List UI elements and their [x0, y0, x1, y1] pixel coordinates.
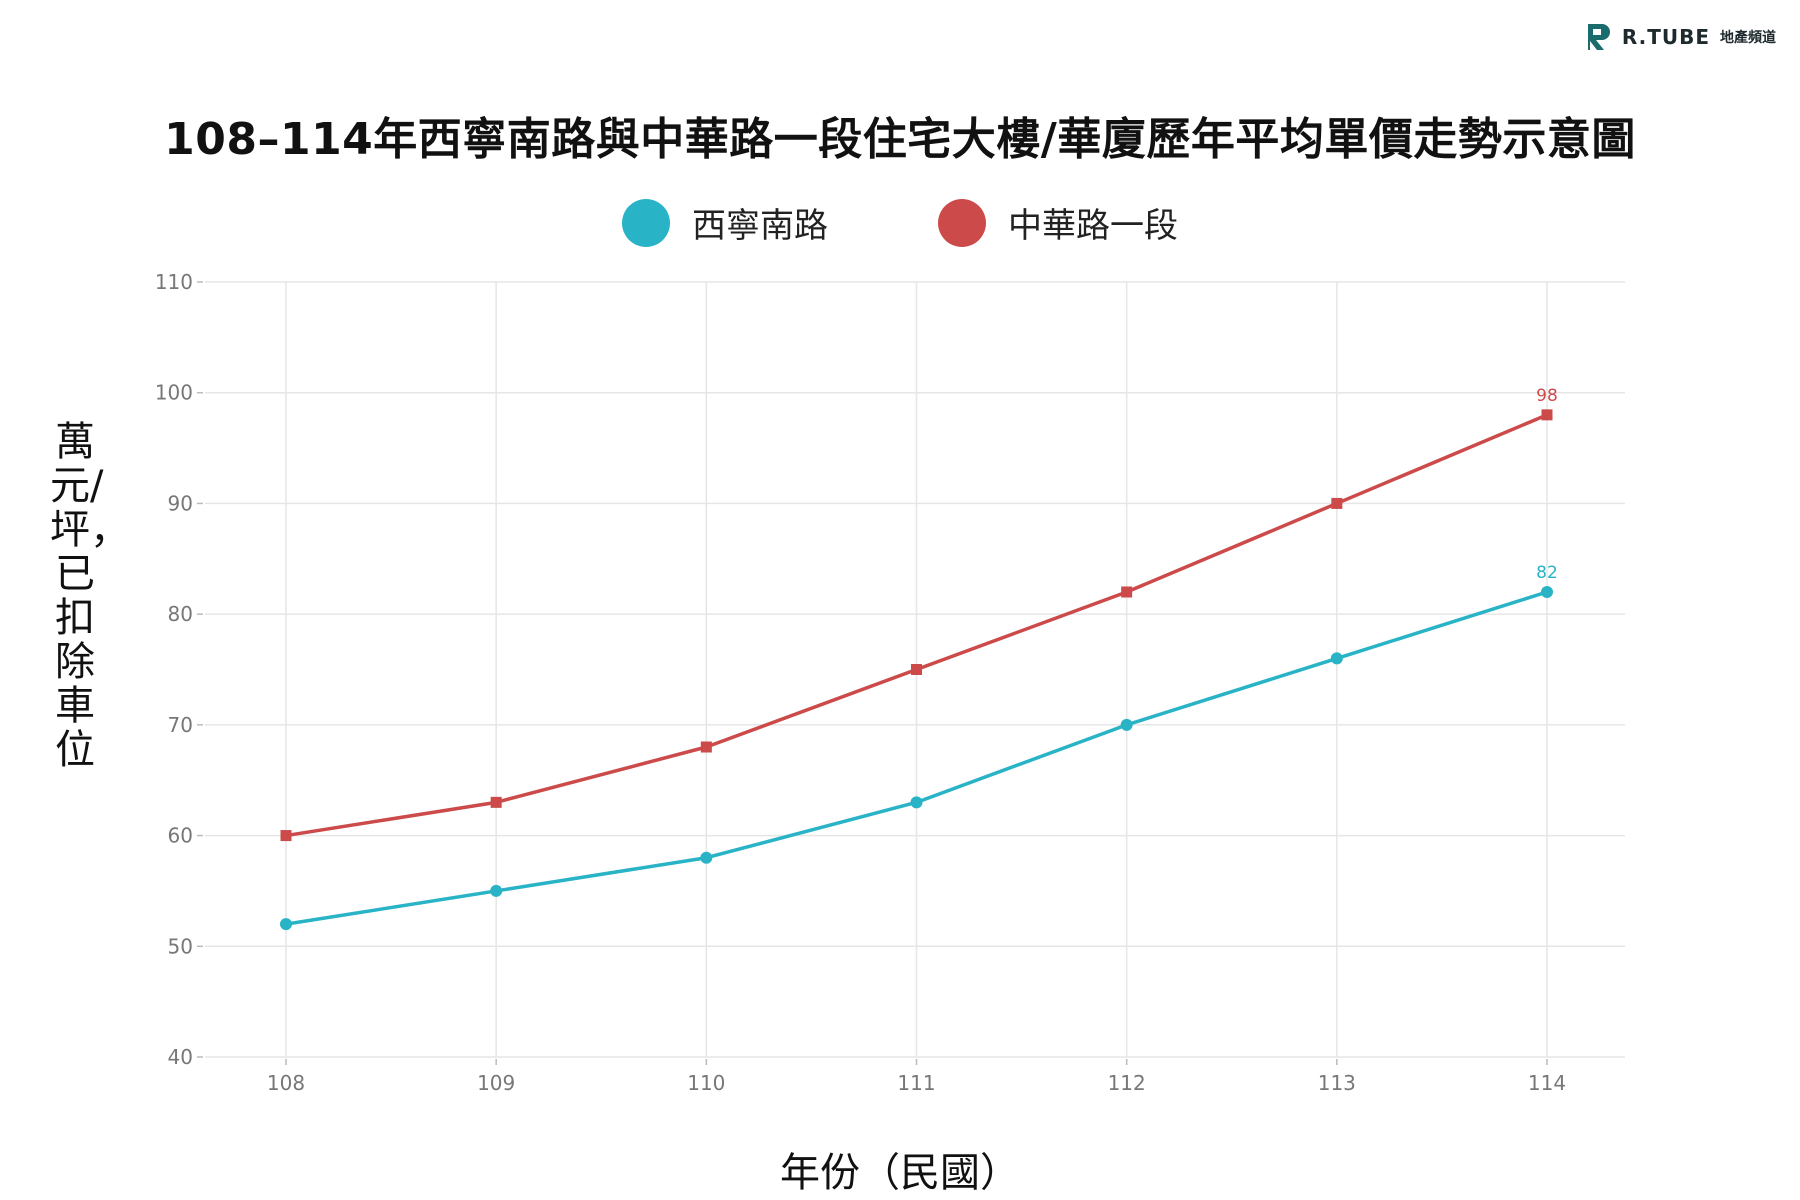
legend-item-series-1: 西寧南路 — [622, 198, 828, 247]
data-point-s1-112 — [1120, 718, 1133, 731]
data-point-s1-110 — [700, 851, 713, 864]
y-tick-label-100: 100 — [155, 381, 193, 405]
y-tick-label-70: 70 — [168, 713, 193, 737]
legend-label-series-2: 中華路一段 — [1008, 206, 1178, 246]
data-label-s1-last: 82 — [1536, 563, 1558, 583]
legend-label-series-1: 西寧南路 — [692, 206, 828, 246]
brand-name: R.TUBE — [1621, 25, 1710, 49]
data-point-s2-110 — [700, 741, 712, 753]
chart-legend: 西寧南路 中華路一段 — [0, 198, 1800, 247]
data-point-s1-114 — [1541, 586, 1553, 598]
data-point-s2-108 — [280, 830, 292, 842]
x-tick-label-108: 108 — [267, 1071, 305, 1095]
rtube-logo-icon — [1587, 24, 1610, 50]
y-tick-label-90: 90 — [168, 491, 193, 515]
brand-logo: R.TUBE 地產頻道 — [1586, 22, 1776, 52]
chart-title: 108–114年西寧南路與中華路一段住宅大樓/華廈歷年平均單價走勢示意圖 — [164, 114, 1636, 165]
data-point-s1-109 — [490, 884, 503, 897]
data-point-s2-111 — [911, 664, 922, 675]
data-point-s1-113 — [1330, 652, 1343, 665]
x-tick-label-109: 109 — [477, 1071, 515, 1095]
x-axis-label: 年份（民國） — [780, 1150, 1020, 1196]
legend-swatch-series-1 — [622, 198, 670, 247]
y-tick-label-40: 40 — [168, 1045, 193, 1069]
x-tick-label-110: 110 — [687, 1071, 725, 1095]
data-point-s1-108 — [280, 918, 292, 931]
y-tick-label-110: 110 — [155, 270, 193, 294]
x-tick-label-112: 112 — [1108, 1071, 1146, 1095]
x-tick-label-111: 111 — [897, 1071, 935, 1095]
data-point-s2-114 — [1541, 409, 1553, 421]
y-tick-label-80: 80 — [168, 602, 193, 626]
data-point-s2-109 — [490, 796, 502, 808]
y-tick-label-50: 50 — [168, 934, 193, 958]
y-tick-label-60: 60 — [168, 824, 193, 848]
brand-subtitle: 地產頻道 — [1720, 30, 1776, 46]
x-tick-label-114: 114 — [1528, 1071, 1566, 1095]
data-point-s2-112 — [1121, 586, 1133, 598]
data-point-s1-111 — [910, 796, 923, 809]
data-label-s2-last: 98 — [1536, 386, 1558, 406]
data-point-s2-113 — [1331, 497, 1343, 509]
x-tick-label-113: 113 — [1318, 1071, 1356, 1095]
legend-swatch-series-2 — [938, 198, 986, 247]
legend-item-series-2: 中華路一段 — [938, 198, 1178, 247]
